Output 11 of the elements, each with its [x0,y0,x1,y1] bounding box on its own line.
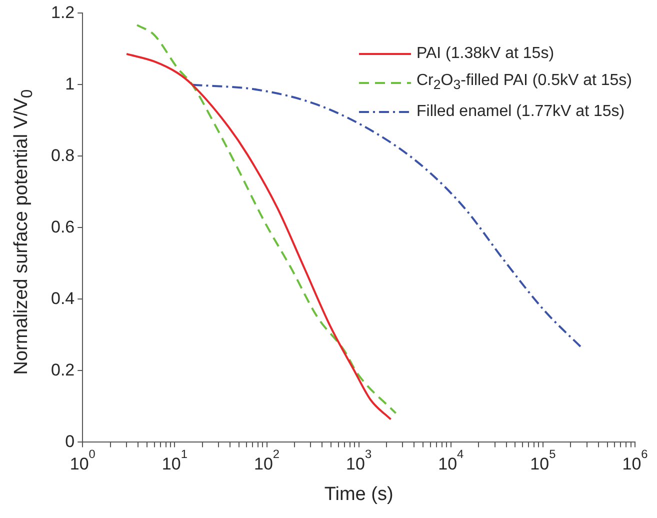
x-axis-title: Time (s) [324,484,394,505]
y-tick-label: 0.6 [50,217,75,236]
y-tick-label: 0.4 [50,288,75,308]
legend-label: Cr$_{2}$O$_{3}$-filled PAI (0.5kV at 15s) [416,71,632,94]
y-tick-label: 0.2 [50,360,75,380]
y-tick-label: 1.2 [50,2,75,22]
y-tick-label: 0 [65,432,75,451]
legend-label: Filled enamel (1.77kV at 15s) [416,102,625,122]
y-tick-label: 0.8 [50,146,75,165]
y-tick-label: 1 [65,74,75,94]
legend-label: PAI (1.38kV at 15s) [416,44,554,64]
